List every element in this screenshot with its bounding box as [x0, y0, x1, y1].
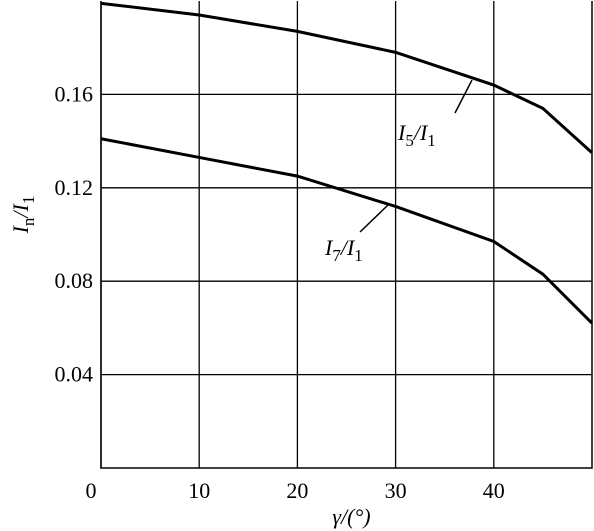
- x-tick-label: 10: [188, 478, 210, 503]
- leader-line: [454, 79, 473, 114]
- x-tick-label: 0: [86, 478, 97, 503]
- line-series: [100, 137, 594, 325]
- y-tick-label: 0.04: [55, 362, 94, 387]
- axis-frame: [100, 1, 593, 469]
- leader-line: [359, 204, 389, 233]
- series-label: I5/I1: [397, 120, 436, 150]
- y-axis-label: In/I1: [8, 196, 38, 235]
- y-tick-label: 0.08: [55, 268, 94, 293]
- x-tick-label: 20: [286, 478, 308, 503]
- x-tick-label: 40: [483, 478, 505, 503]
- y-tick-label: 0.16: [55, 81, 94, 106]
- line-series: [100, 1, 594, 154]
- y-tick-label: 0.12: [55, 175, 94, 200]
- x-axis-label: γ/(°): [332, 504, 370, 529]
- x-tick-label: 30: [385, 478, 407, 503]
- series-label: I7/I1: [324, 235, 363, 265]
